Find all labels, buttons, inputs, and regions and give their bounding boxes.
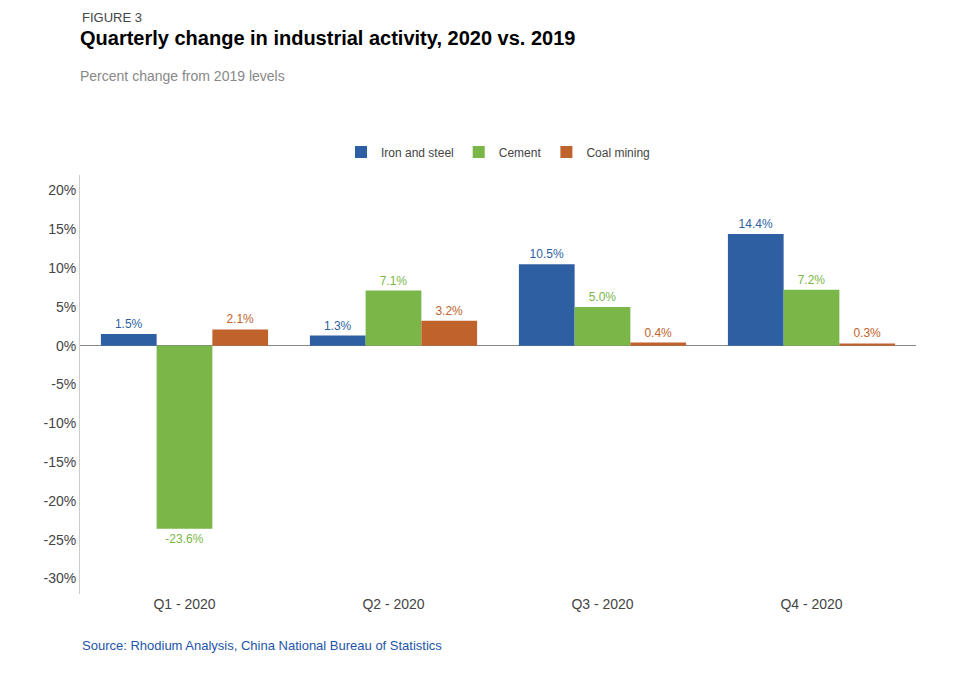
svg-text:-20%: -20% bbox=[44, 493, 77, 509]
svg-text:15%: 15% bbox=[48, 221, 76, 237]
svg-text:-5%: -5% bbox=[51, 376, 76, 392]
svg-text:Percent change from 2019 level: Percent change from 2019 levels bbox=[80, 68, 285, 84]
svg-text:7.1%: 7.1% bbox=[380, 274, 408, 288]
svg-text:7.2%: 7.2% bbox=[798, 273, 826, 287]
svg-text:10.5%: 10.5% bbox=[530, 247, 564, 261]
svg-text:2.1%: 2.1% bbox=[226, 312, 254, 326]
svg-text:Q2 - 2020: Q2 - 2020 bbox=[362, 596, 424, 612]
svg-text:5.0%: 5.0% bbox=[589, 290, 617, 304]
svg-text:20%: 20% bbox=[48, 182, 76, 198]
svg-text:Q3 - 2020: Q3 - 2020 bbox=[571, 596, 633, 612]
svg-text:Source: Rhodium Analysis, Chin: Source: Rhodium Analysis, China National… bbox=[82, 638, 442, 653]
svg-text:1.5%: 1.5% bbox=[115, 317, 143, 331]
svg-text:10%: 10% bbox=[48, 260, 76, 276]
svg-text:1.3%: 1.3% bbox=[324, 319, 352, 333]
svg-text:0.3%: 0.3% bbox=[853, 326, 881, 340]
svg-text:14.4%: 14.4% bbox=[739, 217, 773, 231]
svg-text:Quarterly change in industrial: Quarterly change in industrial activity,… bbox=[80, 27, 575, 49]
svg-text:-10%: -10% bbox=[44, 415, 77, 431]
svg-text:Q4 - 2020: Q4 - 2020 bbox=[780, 596, 842, 612]
svg-text:-30%: -30% bbox=[44, 570, 77, 586]
svg-text:Iron and steel: Iron and steel bbox=[381, 146, 454, 160]
svg-text:-25%: -25% bbox=[44, 532, 77, 548]
svg-text:3.2%: 3.2% bbox=[435, 304, 463, 318]
svg-text:-23.6%: -23.6% bbox=[165, 532, 203, 546]
svg-text:Cement: Cement bbox=[499, 146, 542, 160]
svg-text:Coal mining: Coal mining bbox=[586, 146, 649, 160]
svg-text:0.4%: 0.4% bbox=[644, 326, 672, 340]
svg-text:-15%: -15% bbox=[44, 454, 77, 470]
svg-text:5%: 5% bbox=[56, 299, 76, 315]
svg-text:0%: 0% bbox=[56, 338, 76, 354]
svg-text:FIGURE 3: FIGURE 3 bbox=[82, 10, 142, 25]
svg-text:Q1 - 2020: Q1 - 2020 bbox=[153, 596, 215, 612]
